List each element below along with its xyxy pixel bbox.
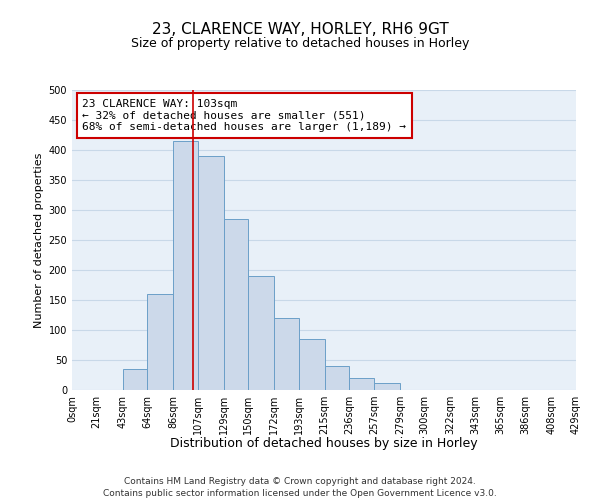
Text: 23, CLARENCE WAY, HORLEY, RH6 9GT: 23, CLARENCE WAY, HORLEY, RH6 9GT [152,22,448,38]
Bar [274,318,299,390]
Text: Size of property relative to detached houses in Horley: Size of property relative to detached ho… [131,38,469,51]
Bar [374,383,400,390]
Bar [248,276,274,390]
Bar [122,369,147,390]
Bar [173,141,198,390]
X-axis label: Distribution of detached houses by size in Horley: Distribution of detached houses by size … [170,437,478,450]
Y-axis label: Number of detached properties: Number of detached properties [34,152,44,328]
Bar [224,219,248,390]
Bar [147,294,173,390]
Bar [198,156,224,390]
Text: Contains HM Land Registry data © Crown copyright and database right 2024.
Contai: Contains HM Land Registry data © Crown c… [103,476,497,498]
Bar [325,366,349,390]
Bar [349,378,374,390]
Bar [299,339,325,390]
Text: 23 CLARENCE WAY: 103sqm
← 32% of detached houses are smaller (551)
68% of semi-d: 23 CLARENCE WAY: 103sqm ← 32% of detache… [82,99,406,132]
